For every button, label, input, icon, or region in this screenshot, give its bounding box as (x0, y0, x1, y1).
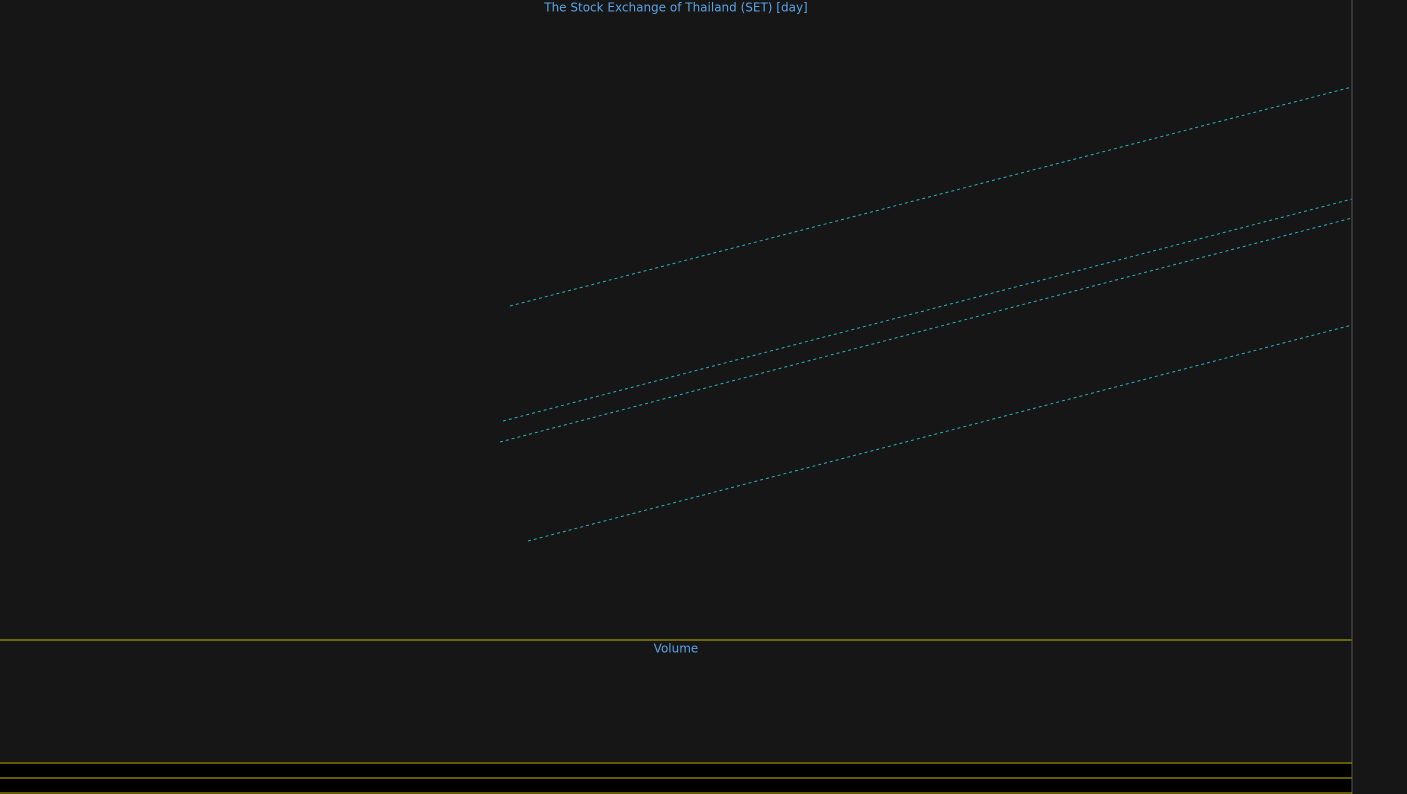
trendlines (499, 86, 1353, 542)
panel-title: Volume (654, 642, 699, 656)
trendline (502, 198, 1353, 422)
trendline (509, 86, 1353, 307)
chart-title: The Stock Exchange of Thailand (SET) [da… (543, 1, 807, 15)
trendline (527, 324, 1353, 542)
trendline (499, 217, 1353, 443)
